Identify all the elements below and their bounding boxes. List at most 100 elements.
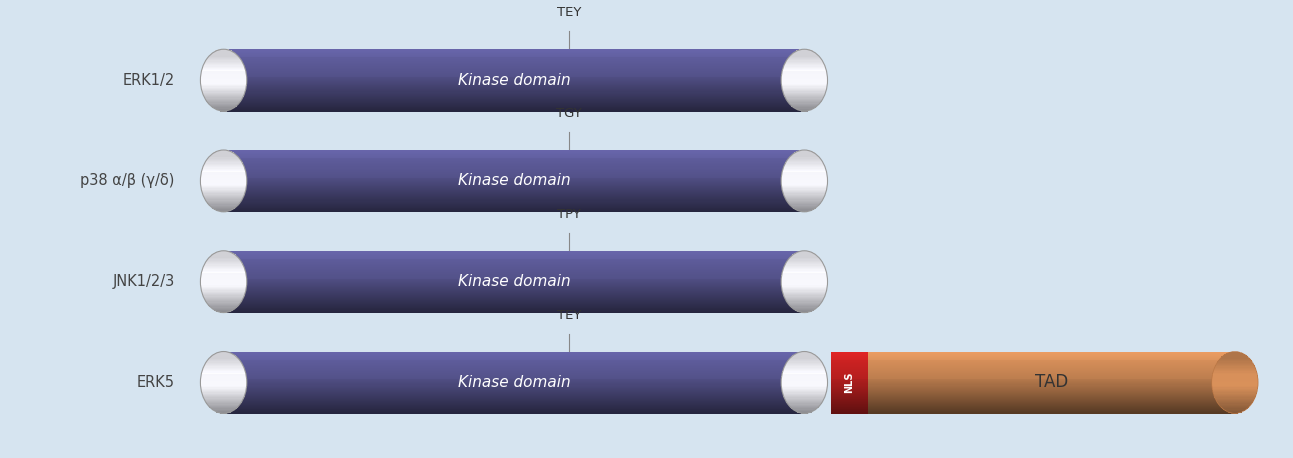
Bar	[200, 375, 246, 377]
Bar	[224, 163, 804, 164]
Bar	[831, 393, 868, 394]
Bar	[796, 50, 813, 52]
Bar	[800, 412, 808, 414]
Bar	[795, 409, 815, 411]
Bar	[782, 374, 826, 376]
Bar	[1217, 400, 1254, 402]
Bar	[1221, 358, 1249, 360]
Bar	[203, 94, 244, 95]
Bar	[1214, 366, 1256, 368]
Bar	[200, 180, 247, 181]
Bar	[204, 364, 243, 365]
Bar	[224, 293, 804, 294]
Bar	[224, 252, 804, 253]
Bar	[831, 400, 868, 402]
Bar	[831, 398, 1235, 399]
Bar	[831, 397, 1235, 398]
Bar	[211, 407, 237, 409]
Bar	[784, 266, 825, 267]
Bar	[789, 258, 820, 260]
Bar	[200, 386, 247, 388]
Bar	[224, 403, 804, 404]
Bar	[224, 152, 804, 153]
Bar	[831, 394, 868, 395]
Bar	[224, 392, 804, 393]
Bar	[224, 96, 804, 97]
Bar	[782, 188, 826, 190]
Bar	[831, 407, 1235, 409]
Bar	[224, 268, 804, 270]
Bar	[204, 198, 242, 200]
Bar	[781, 376, 828, 378]
Bar	[224, 69, 804, 71]
Bar	[207, 202, 240, 204]
Bar	[203, 167, 244, 169]
Bar	[1218, 360, 1252, 362]
Bar	[784, 295, 825, 297]
Bar	[206, 160, 242, 162]
Bar	[224, 359, 804, 360]
Bar	[787, 158, 821, 160]
Bar	[213, 354, 234, 356]
Bar	[220, 110, 228, 112]
Bar	[200, 179, 247, 180]
Bar	[790, 55, 818, 57]
Bar	[203, 395, 244, 397]
Bar	[224, 260, 804, 262]
Bar	[203, 267, 244, 268]
Bar	[831, 408, 1235, 410]
Bar	[831, 401, 868, 403]
Bar	[831, 367, 1235, 369]
Bar	[203, 268, 244, 270]
Bar	[1217, 401, 1253, 403]
Bar	[782, 187, 828, 189]
Bar	[789, 203, 820, 205]
Bar	[206, 98, 242, 100]
Bar	[831, 408, 868, 410]
Bar	[224, 412, 804, 414]
Bar	[224, 401, 804, 403]
Bar	[784, 294, 825, 296]
Bar	[216, 411, 231, 413]
Bar	[224, 151, 804, 153]
Bar	[224, 311, 804, 312]
Bar	[831, 396, 1235, 398]
Bar	[831, 377, 868, 379]
Bar	[224, 62, 804, 63]
Bar	[204, 400, 242, 402]
Bar	[789, 103, 820, 104]
Bar	[782, 292, 826, 293]
Bar	[200, 174, 247, 176]
Bar	[781, 78, 828, 79]
Bar	[1212, 386, 1258, 388]
Bar	[224, 176, 804, 177]
Bar	[793, 355, 816, 357]
Bar	[831, 412, 1235, 414]
Bar	[224, 105, 804, 106]
Bar	[831, 387, 868, 389]
Bar	[213, 153, 234, 154]
Bar	[224, 277, 804, 278]
Bar	[212, 255, 235, 256]
Bar	[224, 172, 804, 173]
Bar	[224, 79, 804, 81]
Bar	[224, 388, 804, 390]
Bar	[787, 403, 821, 405]
Bar	[224, 211, 804, 213]
Bar	[831, 370, 868, 371]
Bar	[224, 261, 804, 262]
Bar	[202, 171, 246, 173]
Bar	[224, 391, 804, 392]
Bar	[220, 311, 228, 313]
Bar	[224, 198, 804, 200]
Bar	[203, 369, 244, 371]
Bar	[224, 301, 804, 303]
Bar	[224, 68, 804, 69]
Bar	[1223, 409, 1246, 410]
Bar	[781, 182, 828, 184]
Bar	[831, 377, 1235, 379]
Bar	[200, 80, 247, 82]
Bar	[224, 374, 804, 376]
Bar	[799, 150, 809, 152]
Bar	[784, 64, 825, 66]
